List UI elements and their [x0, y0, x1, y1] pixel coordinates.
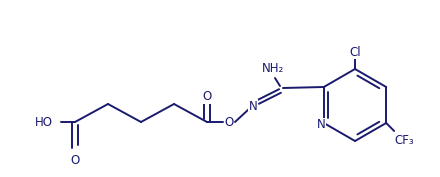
- Text: O: O: [70, 154, 80, 167]
- Text: HO: HO: [35, 116, 53, 129]
- Text: NH₂: NH₂: [262, 61, 284, 75]
- Text: O: O: [202, 90, 212, 103]
- Text: N: N: [316, 118, 325, 132]
- Text: N: N: [249, 99, 257, 113]
- Text: CF₃: CF₃: [394, 135, 414, 147]
- Text: O: O: [224, 116, 234, 129]
- Text: Cl: Cl: [349, 45, 361, 59]
